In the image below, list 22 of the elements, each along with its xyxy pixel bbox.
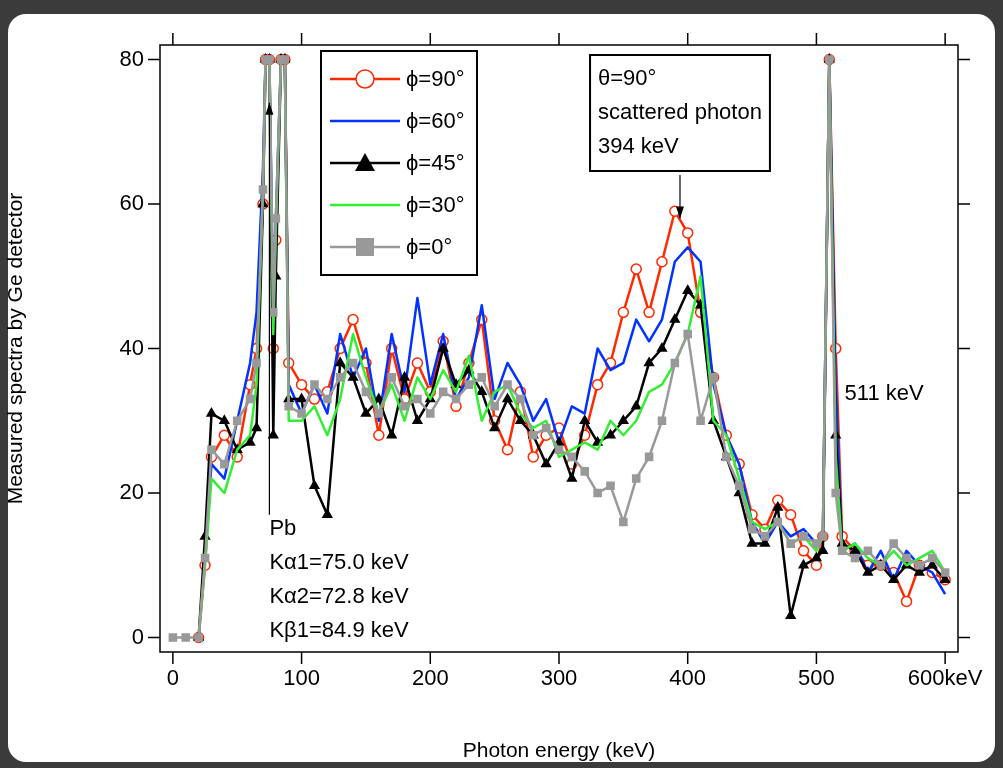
legend-label: ϕ=0°: [406, 234, 453, 260]
y-axis-title: Measured spectra by Ge detector: [3, 192, 27, 505]
x-tick-label: 600keV: [907, 665, 983, 691]
x-tick-label: 400: [669, 665, 707, 691]
annotation: Pb Kα1=75.0 keV Kα2=72.8 keV Kβ1=84.9 keV: [269, 514, 410, 642]
legend-label: ϕ=90°: [406, 66, 465, 92]
x-tick-label: 500: [798, 665, 835, 691]
y-tick-label: 80: [119, 45, 144, 71]
x-axis-title: Photon energy (keV): [462, 738, 656, 762]
x-tick-label: 200: [411, 665, 449, 691]
y-tick-label: 60: [119, 190, 144, 216]
x-tick-label: 100: [283, 665, 320, 691]
y-tick-label: 0: [131, 623, 144, 649]
annotation: θ=90° scattered photon 394 keV: [598, 65, 762, 159]
y-tick-label: 20: [119, 479, 144, 505]
x-tick-label: 300: [540, 665, 578, 691]
legend-label: ϕ=45°: [406, 150, 465, 176]
legend-label: ϕ=60°: [406, 108, 465, 134]
legend-label: ϕ=30°: [406, 192, 465, 218]
y-tick-label: 40: [119, 334, 144, 360]
x-tick-label: 0: [166, 665, 179, 691]
annotation: 511 keV: [844, 379, 924, 405]
